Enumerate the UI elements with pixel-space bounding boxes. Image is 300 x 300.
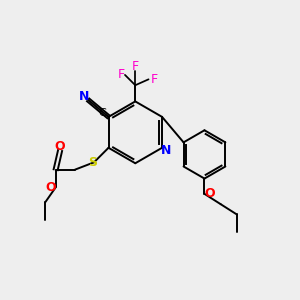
Text: S: S: [88, 156, 97, 169]
Text: C: C: [98, 108, 106, 118]
Text: N: N: [79, 91, 89, 103]
Text: O: O: [205, 188, 215, 200]
Text: O: O: [45, 181, 56, 194]
Text: F: F: [132, 60, 139, 73]
Text: F: F: [150, 73, 158, 86]
Text: O: O: [55, 140, 65, 153]
Text: F: F: [118, 68, 125, 81]
Text: N: N: [160, 144, 171, 157]
